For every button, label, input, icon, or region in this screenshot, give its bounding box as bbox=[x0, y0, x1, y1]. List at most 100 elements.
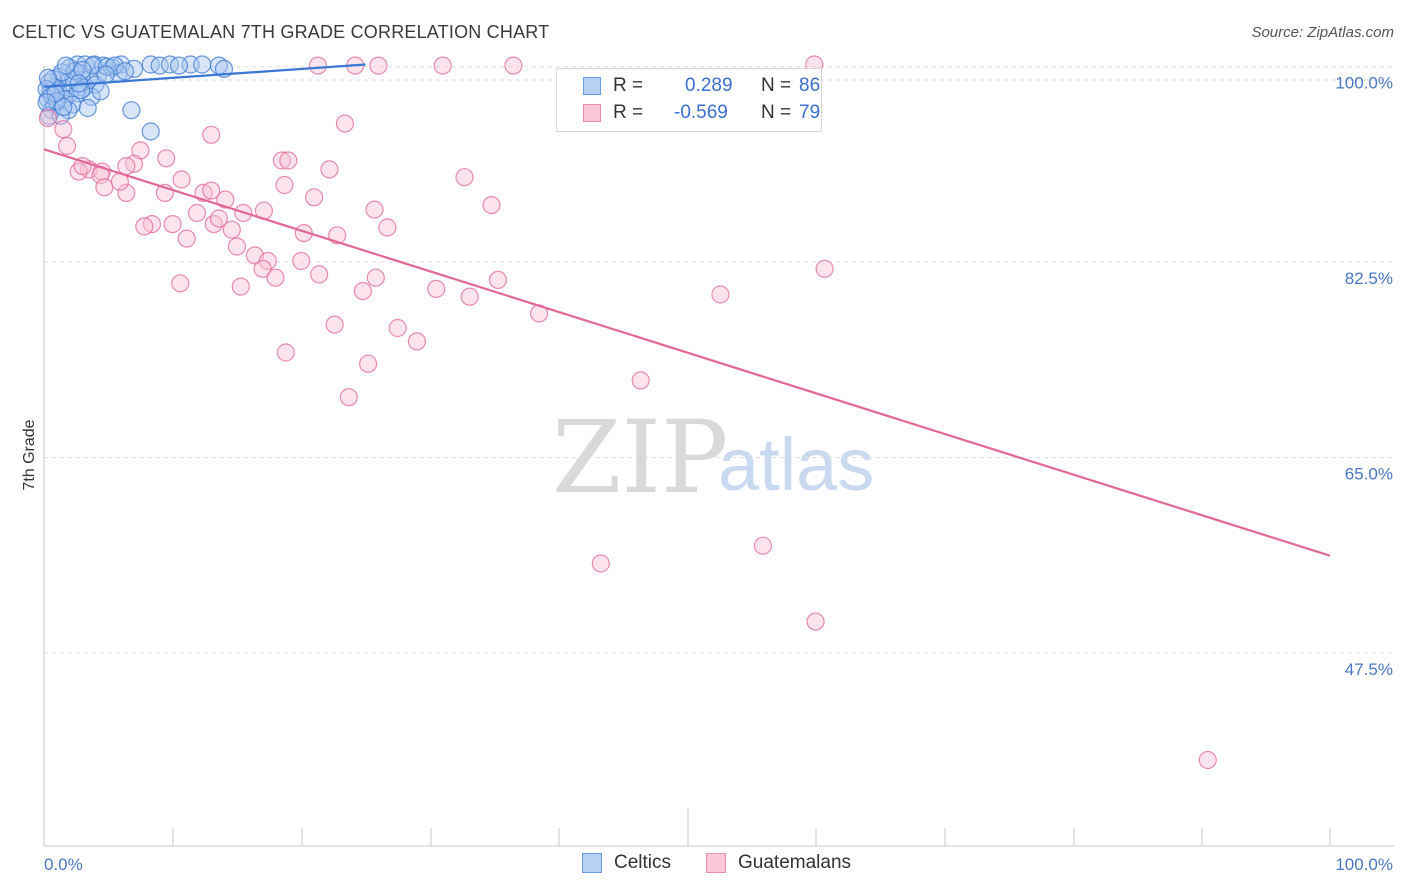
celtics-point-48 bbox=[169, 56, 189, 75]
guatemalans-point-64 bbox=[388, 318, 407, 338]
celtics-legend-label: Celtics bbox=[614, 852, 672, 873]
guatemalans-point-76 bbox=[305, 188, 324, 207]
guatemalans-n-value: 79 bbox=[799, 102, 821, 123]
celtics-point-53 bbox=[54, 97, 73, 117]
guatemalans-point-74 bbox=[279, 151, 298, 170]
guatemalans-point-57 bbox=[427, 279, 446, 298]
celtics-point-58 bbox=[56, 56, 76, 75]
guatemalans-point-39 bbox=[135, 217, 154, 236]
guatemalans-point-18 bbox=[157, 149, 176, 168]
celtics-point-57 bbox=[115, 62, 135, 81]
guatemalans-point-11 bbox=[202, 125, 221, 144]
stats-legend: R = 0.289 N = 86 R = -0.569 N = 79 bbox=[556, 68, 822, 132]
celtics-trend-line bbox=[43, 63, 366, 88]
guatemalans-point-26 bbox=[95, 178, 114, 197]
guatemalans-point-68 bbox=[631, 371, 650, 390]
guatemalans-legend-label: Guatemalans bbox=[738, 852, 852, 873]
guatemalans-point-50 bbox=[253, 259, 272, 278]
data-points bbox=[37, 55, 1217, 770]
guatemalans-point-38 bbox=[163, 215, 182, 234]
celtics-r-label: R = bbox=[613, 75, 644, 96]
guatemalans-point-36 bbox=[187, 203, 207, 223]
celtics-legend-swatch bbox=[582, 853, 602, 873]
watermark-atlas: atlas bbox=[718, 423, 874, 506]
guatemalans-point-40 bbox=[204, 215, 223, 234]
celtics-swatch bbox=[583, 77, 601, 95]
guatemalans-point-52 bbox=[266, 268, 285, 287]
guatemalans-swatch bbox=[583, 104, 601, 122]
guatemalans-r-label: R = bbox=[613, 102, 644, 123]
celtics-r-value: 0.289 bbox=[685, 75, 733, 96]
guatemalans-point-55 bbox=[171, 274, 190, 293]
guatemalans-point-32 bbox=[482, 196, 501, 215]
guatemalans-r-value: -0.569 bbox=[674, 102, 728, 123]
axis-tick-labels: 100.0% 82.5% 65.0% 47.5% 0.0% 100.0% bbox=[44, 74, 1393, 874]
trend-lines bbox=[43, 63, 1331, 557]
guatemalans-point-4 bbox=[504, 56, 523, 75]
guatemalans-point-69 bbox=[339, 388, 358, 407]
celtics-point-61 bbox=[37, 93, 56, 112]
guatemalans-point-63 bbox=[325, 315, 344, 334]
celtics-point-63 bbox=[96, 65, 115, 84]
x-tick-label-0: 0.0% bbox=[44, 855, 83, 874]
guatemalans-point-66 bbox=[276, 343, 295, 362]
guatemalans-point-65 bbox=[407, 332, 426, 351]
celtics-point-40 bbox=[141, 122, 160, 141]
y-tick-label-0: 100.0% bbox=[1335, 74, 1393, 93]
guatemalans-point-28 bbox=[202, 181, 221, 200]
guatemalans-point-73 bbox=[1198, 750, 1217, 770]
celtics-point-59 bbox=[73, 60, 92, 80]
guatemalans-point-0 bbox=[308, 56, 327, 75]
guatemalans-point-46 bbox=[227, 237, 246, 256]
guatemalans-point-75 bbox=[209, 209, 228, 228]
guatemalans-point-10 bbox=[54, 120, 73, 139]
guatemalans-point-42 bbox=[378, 218, 397, 237]
y-tick-label-1: 82.5% bbox=[1345, 269, 1393, 288]
guatemalans-point-30 bbox=[216, 190, 235, 209]
guatemalans-point-3 bbox=[433, 56, 452, 75]
guatemalans-point-59 bbox=[460, 287, 479, 306]
y-tick-label-2: 65.0% bbox=[1345, 464, 1393, 483]
guatemalans-point-24 bbox=[455, 168, 474, 187]
celtics-n-label: N = bbox=[761, 75, 792, 96]
grid-lines bbox=[44, 66, 1394, 654]
celtics-point-37 bbox=[122, 101, 141, 120]
guatemalans-point-31 bbox=[117, 183, 136, 202]
guatemalans-point-54 bbox=[488, 270, 508, 289]
guatemalans-n-label: N = bbox=[761, 102, 792, 123]
celtics-point-54 bbox=[38, 68, 58, 88]
guatemalans-trend-line bbox=[43, 148, 1331, 557]
watermark: ZIP atlas bbox=[552, 399, 874, 516]
guatemalans-point-21 bbox=[272, 151, 291, 170]
guatemalans-point-58 bbox=[353, 282, 372, 301]
y-axis-label: 7th Grade bbox=[21, 419, 38, 490]
guatemalans-point-45 bbox=[177, 229, 196, 248]
source-credit: Source: ZipAtlas.com bbox=[1251, 24, 1394, 41]
celtics-point-49 bbox=[193, 55, 212, 74]
celtics-point-34 bbox=[78, 98, 97, 118]
guatemalans-point-49 bbox=[292, 251, 311, 271]
guatemalans-point-8 bbox=[335, 114, 354, 133]
axes bbox=[43, 66, 1394, 847]
guatemalans-point-53 bbox=[366, 268, 385, 287]
guatemalans-point-67 bbox=[359, 354, 378, 373]
guatemalans-point-72 bbox=[806, 612, 825, 631]
guatemalans-point-19 bbox=[117, 157, 136, 176]
guatemalans-point-22 bbox=[320, 160, 339, 179]
chart-title: CELTIC VS GUATEMALAN 7TH GRADE CORRELATI… bbox=[12, 22, 550, 42]
celtics-point-45 bbox=[97, 57, 117, 76]
guatemalans-point-2 bbox=[369, 56, 388, 75]
guatemalans-point-9 bbox=[38, 108, 58, 128]
y-tick-label-3: 47.5% bbox=[1345, 660, 1393, 679]
celtics-point-29 bbox=[82, 87, 101, 106]
guatemalans-legend-swatch bbox=[706, 853, 726, 873]
guatemalans-point-61 bbox=[815, 259, 834, 278]
celtics-n-value: 86 bbox=[799, 75, 821, 96]
celtics-point-44 bbox=[83, 56, 103, 75]
x-tick-label-1: 100.0% bbox=[1335, 855, 1393, 874]
guatemalans-point-60 bbox=[711, 285, 730, 304]
guatemalans-point-33 bbox=[365, 200, 384, 219]
guatemalans-point-56 bbox=[231, 277, 250, 296]
axis-ticks bbox=[43, 808, 1331, 846]
